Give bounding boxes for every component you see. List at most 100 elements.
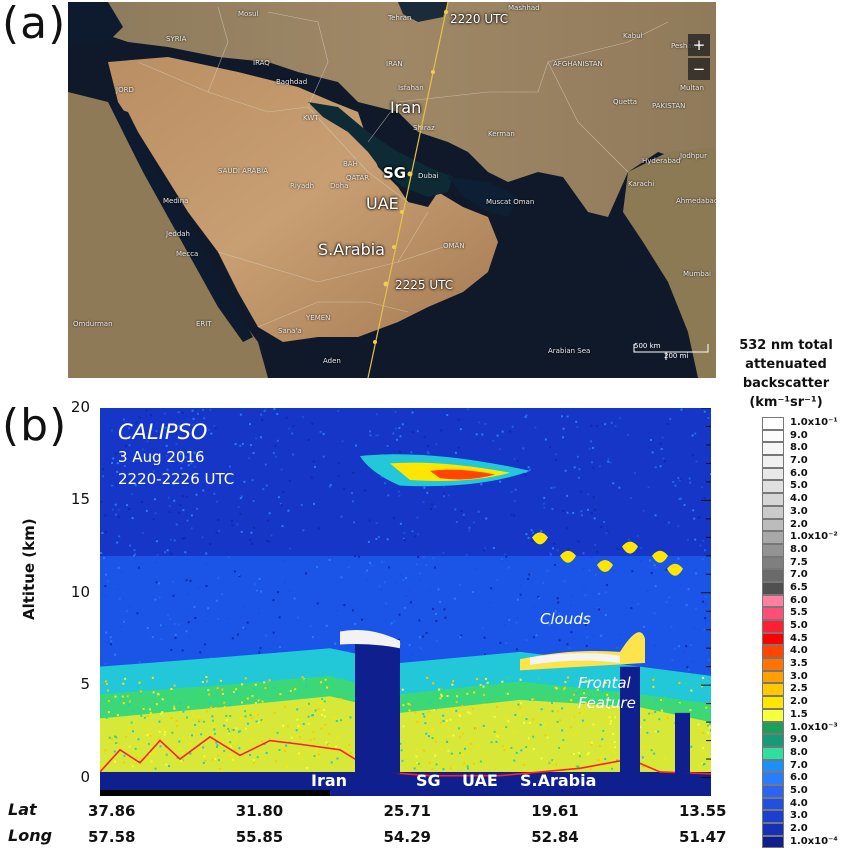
noise-speck bbox=[328, 559, 331, 562]
aerosol-speck bbox=[672, 696, 675, 699]
noise-speck bbox=[104, 594, 107, 597]
colorbar-level: 4.0 bbox=[790, 797, 808, 809]
aerosol-speck bbox=[139, 690, 142, 693]
aerosol-speck bbox=[606, 693, 609, 696]
noise-speck bbox=[458, 583, 461, 586]
aerosol-speck bbox=[137, 738, 140, 741]
aerosol-speck bbox=[689, 709, 692, 712]
noise-speck bbox=[513, 457, 516, 460]
aerosol-speck bbox=[229, 715, 232, 718]
aerosol-speck bbox=[182, 710, 185, 713]
noise-speck bbox=[631, 570, 634, 573]
colorbar-level: 8.0 bbox=[790, 442, 808, 454]
aerosol-speck bbox=[214, 685, 217, 688]
aerosol-speck bbox=[474, 727, 477, 730]
noise-speck bbox=[553, 542, 556, 545]
aerosol-speck bbox=[690, 689, 693, 692]
noise-speck bbox=[169, 618, 172, 621]
aerosol-speck bbox=[116, 741, 119, 744]
noise-speck bbox=[160, 638, 163, 641]
noise-speck bbox=[478, 421, 481, 424]
map-label-medina: Medina bbox=[163, 197, 189, 205]
aerosol-speck bbox=[493, 715, 496, 718]
aerosol-speck bbox=[322, 708, 325, 711]
noise-speck bbox=[544, 438, 547, 441]
noise-speck bbox=[163, 412, 166, 415]
aerosol-speck bbox=[209, 702, 212, 705]
noise-speck bbox=[542, 581, 545, 584]
aerosol-speck bbox=[175, 719, 178, 722]
aerosol-speck bbox=[707, 724, 710, 727]
noise-speck bbox=[505, 555, 508, 558]
aerosol-speck bbox=[413, 764, 416, 767]
noise-speck bbox=[694, 538, 697, 541]
noise-speck bbox=[698, 516, 701, 519]
noise-speck bbox=[331, 647, 334, 650]
aerosol-speck bbox=[231, 758, 234, 761]
aerosol-speck bbox=[408, 703, 411, 706]
aerosol-speck bbox=[469, 692, 472, 695]
aerosol-speck bbox=[300, 751, 303, 754]
noise-speck bbox=[193, 605, 196, 608]
zoom-in-button[interactable]: + bbox=[688, 34, 710, 56]
aerosol-speck bbox=[320, 727, 323, 730]
aerosol-speck bbox=[286, 725, 289, 728]
noise-speck bbox=[492, 547, 495, 550]
noise-speck bbox=[258, 578, 261, 581]
aerosol-speck bbox=[330, 761, 333, 764]
noise-speck bbox=[165, 454, 168, 457]
aerosol-speck bbox=[142, 707, 145, 710]
aerosol-speck bbox=[299, 736, 302, 739]
aerosol-speck bbox=[474, 725, 477, 728]
aerosol-speck bbox=[639, 732, 642, 735]
noise-speck bbox=[301, 416, 304, 419]
noise-speck bbox=[202, 408, 205, 411]
noise-speck bbox=[292, 453, 295, 456]
zoom-out-button[interactable]: − bbox=[688, 58, 710, 80]
noise-speck bbox=[515, 648, 518, 651]
noise-speck bbox=[123, 464, 126, 467]
colorbar-swatch bbox=[762, 531, 784, 544]
calipso-curtain: CALIPSO 3 Aug 2016 2220-2226 UTC Clouds … bbox=[100, 408, 711, 796]
aerosol-speck bbox=[653, 752, 656, 755]
noise-speck bbox=[186, 593, 189, 596]
noise-speck bbox=[183, 537, 186, 540]
map-label-peshawar: Peshawar bbox=[671, 42, 705, 50]
noise-speck bbox=[398, 613, 401, 616]
noise-speck bbox=[317, 527, 320, 530]
noise-speck bbox=[610, 421, 613, 424]
aerosol-speck bbox=[617, 682, 620, 685]
aerosol-speck bbox=[470, 738, 473, 741]
noise-speck bbox=[472, 591, 475, 594]
colorbar-labels: 1.0x10⁻¹ 9.0 8.0 7.0 6.0 5.0 4.0 3.0 2.0 1.0x10⁻²… bbox=[790, 417, 845, 848]
aerosol-speck bbox=[501, 745, 504, 748]
aerosol-speck bbox=[119, 697, 122, 700]
noise-speck bbox=[238, 575, 241, 578]
aerosol-speck bbox=[278, 748, 281, 751]
aerosol-speck bbox=[581, 712, 584, 715]
noise-speck bbox=[435, 620, 438, 623]
aerosol-speck bbox=[596, 688, 599, 691]
noise-speck bbox=[630, 607, 633, 610]
noise-speck bbox=[653, 644, 656, 647]
noise-speck bbox=[309, 625, 312, 628]
aerosol-speck bbox=[286, 766, 289, 769]
noise-speck bbox=[703, 410, 706, 413]
noise-speck bbox=[187, 464, 190, 467]
noise-speck bbox=[375, 413, 378, 416]
aerosol-speck bbox=[501, 680, 504, 683]
aerosol-speck bbox=[249, 753, 252, 756]
aerosol-speck bbox=[584, 680, 587, 683]
aerosol-speck bbox=[459, 752, 462, 755]
satellite-map[interactable]: SYRIA IRAQ JORD Tehran Mosul Baghdad IRA… bbox=[68, 2, 716, 378]
aerosol-speck bbox=[211, 758, 214, 761]
aerosol-speck bbox=[452, 705, 455, 708]
aerosol-speck bbox=[522, 763, 525, 766]
aerosol-speck bbox=[227, 732, 230, 735]
noise-speck bbox=[394, 410, 397, 413]
noise-speck bbox=[595, 424, 598, 427]
aerosol-speck bbox=[296, 708, 299, 711]
aerosol-speck bbox=[244, 706, 247, 709]
aerosol-speck bbox=[115, 736, 118, 739]
aerosol-speck bbox=[148, 708, 151, 711]
